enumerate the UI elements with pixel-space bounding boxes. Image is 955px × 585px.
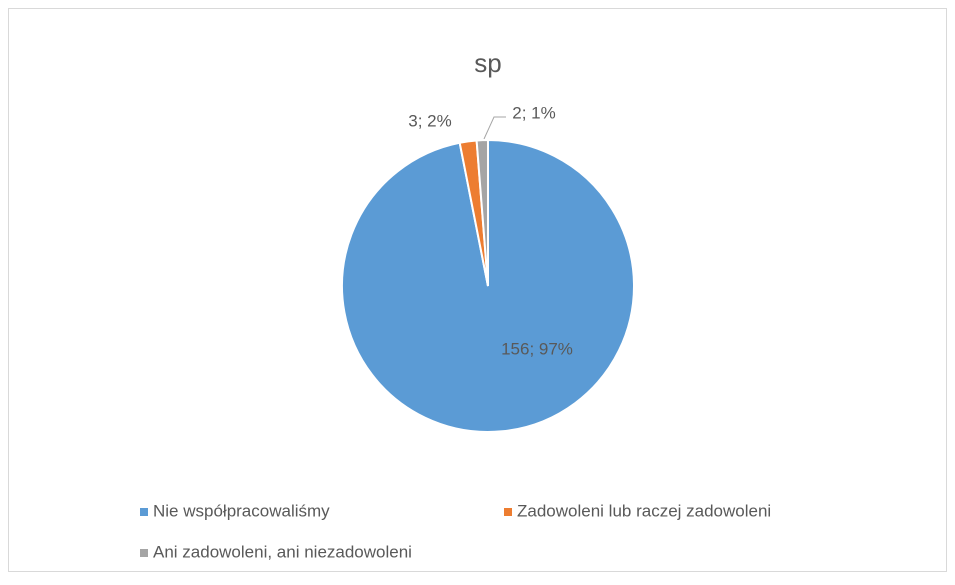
legend-swatch	[140, 508, 148, 516]
leader-line	[483, 116, 506, 140]
legend-label: Nie współpracowaliśmy	[153, 501, 330, 520]
legend-label: Ani zadowoleni, ani niezadowoleni	[153, 542, 412, 561]
pie-slice	[475, 138, 489, 287]
legend-swatch	[140, 549, 148, 557]
legend-label: Zadowoleni lub raczej zadowoleni	[517, 501, 771, 520]
legend-swatch	[504, 508, 512, 516]
chart-title: sp	[474, 48, 501, 78]
data-label: 3; 2%	[408, 111, 451, 130]
data-label: 2; 1%	[512, 103, 555, 122]
data-label: 156; 97%	[501, 339, 573, 358]
